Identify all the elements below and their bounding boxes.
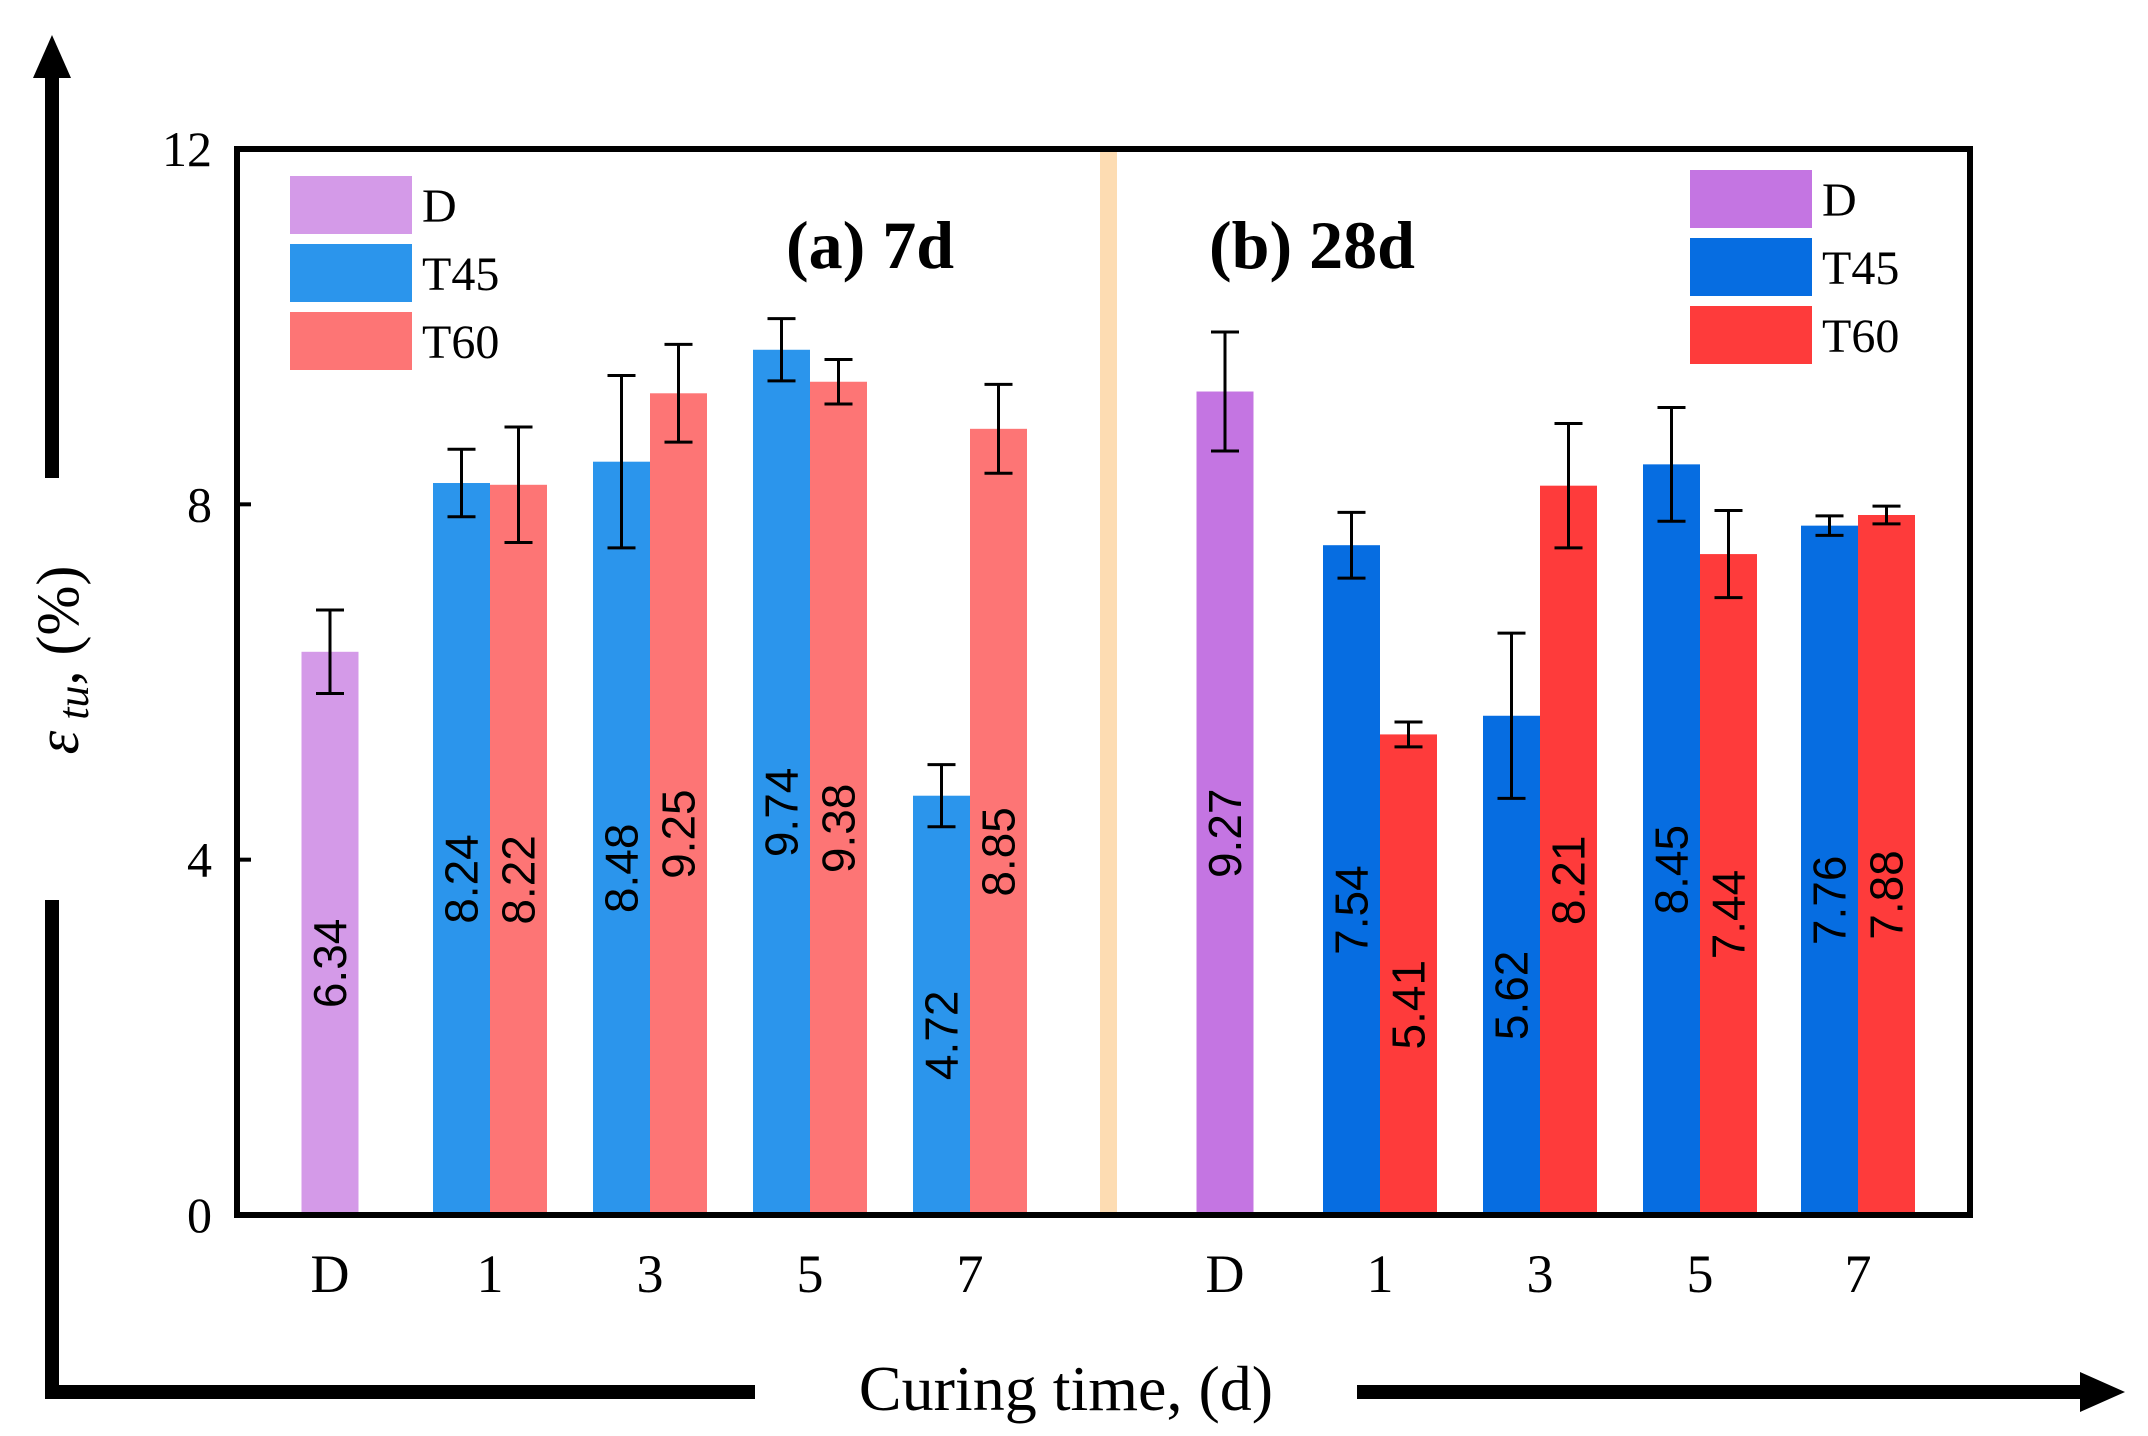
bar-p1-D-d [301, 651, 359, 1215]
legend-swatch-p2-t60 [1690, 306, 1812, 364]
bar-p2-5-t45 [1643, 464, 1700, 1215]
value-label-p2-D-d: 9.27 [1199, 788, 1251, 878]
x-tick-label-p2-1: 1 [1367, 1244, 1394, 1304]
panel-title-a: (a) 7d [786, 207, 954, 283]
x-tick-label-p1-3: 3 [637, 1244, 664, 1304]
legend-label-p2-d: D [1822, 174, 1857, 227]
error-bar-p2-D-d [1211, 330, 1239, 453]
legend-swatch-p1-t45 [290, 244, 412, 302]
x-tick-label-p1-D: D [311, 1244, 350, 1304]
y-tick-label-8: 8 [187, 476, 212, 532]
value-label-p2-5-t45: 8.45 [1646, 825, 1698, 915]
x-axis-arrow-left [45, 900, 755, 1399]
error-bar-p2-3-t60 [1554, 421, 1583, 550]
error-bar-p2-1-t45 [1337, 510, 1366, 580]
value-label-p1-3-t60: 9.25 [653, 789, 705, 879]
error-bar-p2-3-t45 [1497, 631, 1526, 800]
y-axis-arrow [33, 35, 71, 478]
bar-p2-7-t60 [1858, 514, 1915, 1215]
value-label-p1-1-t60: 8.22 [493, 835, 545, 925]
plot-frame [234, 146, 1973, 1218]
legend-label-p1-t45: T45 [422, 248, 499, 301]
value-label-p1-5-t60: 9.38 [813, 784, 865, 874]
legend-swatch-p1-t60 [290, 312, 412, 370]
y-axis-label-unit: , (%) [25, 566, 91, 686]
panel-title-b: (b) 28d [1209, 207, 1415, 283]
error-bar-p1-7-t60 [984, 382, 1013, 475]
bar-p2-1-t45 [1323, 545, 1380, 1215]
bar-p1-1-t45 [433, 483, 490, 1216]
y-axis-label-symbol: ε [25, 730, 91, 754]
y-axis-label: ε tu, (%) [25, 566, 98, 755]
legend-swatch-p2-t45 [1690, 238, 1812, 296]
value-label-p1-7-t45: 4.72 [916, 991, 968, 1081]
x-axis-ticks: D 1 3 5 7 D 1 3 5 7 [311, 1244, 1872, 1304]
y-tick-label-4: 4 [187, 832, 212, 888]
value-label-p2-7-t45: 7.76 [1804, 856, 1856, 946]
error-bar-p2-5-t45 [1657, 406, 1686, 523]
panel-divider [1100, 149, 1117, 1215]
error-bar-p1-D-d [316, 608, 344, 696]
value-label-p1-D-d: 6.34 [304, 919, 356, 1009]
legends: D T45 T60 D T45 T60 [290, 170, 1899, 370]
x-axis-arrow-right [1357, 1372, 2125, 1412]
value-label-p2-1-t60: 5.41 [1383, 960, 1435, 1050]
y-tick-label-0: 0 [187, 1187, 212, 1243]
bar-p1-5-t45 [753, 349, 810, 1216]
error-bar-p1-3-t60 [664, 342, 693, 444]
y-tick-label-12: 12 [162, 121, 212, 177]
error-bar-p1-3-t45 [607, 374, 636, 550]
error-bar-p1-7-t45 [927, 763, 956, 829]
x-tick-label-p2-3: 3 [1527, 1244, 1554, 1304]
value-label-p2-3-t45: 5.62 [1486, 951, 1538, 1041]
x-tick-label-p1-1: 1 [477, 1244, 504, 1304]
chart-marks: 6.34 8.24 8.22 8.48 9.25 9.74 9.38 4.72 8.85 9.27… [301, 317, 1915, 1216]
value-label-p2-1-t45: 7.54 [1326, 865, 1378, 955]
value-label-p2-7-t60: 7.88 [1861, 850, 1913, 940]
y-axis-ticks: 0 4 8 12 [162, 121, 251, 1243]
bar-p1-7-t60 [970, 428, 1027, 1215]
x-tick-label-p2-5: 5 [1687, 1244, 1714, 1304]
x-tick-label-p2-7: 7 [1845, 1244, 1872, 1304]
bar-p2-7-t45 [1801, 525, 1858, 1215]
legend-swatch-p1-d [290, 176, 412, 234]
legend-label-p2-t45: T45 [1822, 242, 1899, 295]
bar-p2-D-d [1196, 391, 1254, 1215]
y-axis-label-subscript: tu [49, 686, 98, 731]
legend-swatch-p2-d [1690, 170, 1812, 228]
bar-p1-7-t45 [913, 795, 970, 1215]
legend-label-p1-d: D [422, 180, 457, 233]
error-bar-p1-5-t60 [824, 358, 853, 406]
legend-label-p1-t60: T60 [422, 316, 499, 369]
bar-p2-1-t60 [1380, 734, 1437, 1215]
value-label-p1-5-t45: 9.74 [756, 768, 808, 858]
value-label-p1-7-t60: 8.85 [973, 807, 1025, 897]
x-tick-label-p1-5: 5 [797, 1244, 824, 1304]
bar-p2-5-t60 [1700, 554, 1757, 1215]
bar-p1-1-t60 [490, 484, 547, 1215]
value-label-p2-3-t60: 8.21 [1543, 836, 1595, 926]
bar-p1-3-t45 [593, 461, 650, 1215]
x-axis-label: Curing time, (d) [859, 1353, 1273, 1424]
error-bar-p2-5-t60 [1714, 509, 1743, 600]
error-bar-p1-5-t45 [767, 317, 796, 383]
value-label-p1-3-t45: 8.48 [596, 824, 648, 914]
value-label-p1-1-t45: 8.24 [436, 834, 488, 924]
x-tick-label-p1-7: 7 [957, 1244, 984, 1304]
legend-label-p2-t60: T60 [1822, 310, 1899, 363]
bar-p1-3-t60 [650, 393, 707, 1216]
bar-p2-3-t60 [1540, 485, 1597, 1215]
x-tick-label-p2-D: D [1206, 1244, 1245, 1304]
error-bar-p1-1-t45 [447, 447, 476, 519]
value-label-p2-5-t60: 7.44 [1703, 870, 1755, 960]
error-bar-p2-7-t45 [1815, 514, 1844, 537]
error-bar-p1-1-t60 [504, 425, 533, 545]
error-bar-p2-1-t60 [1394, 720, 1423, 749]
error-bar-p2-7-t60 [1872, 504, 1901, 526]
bar-p1-5-t60 [810, 381, 867, 1215]
